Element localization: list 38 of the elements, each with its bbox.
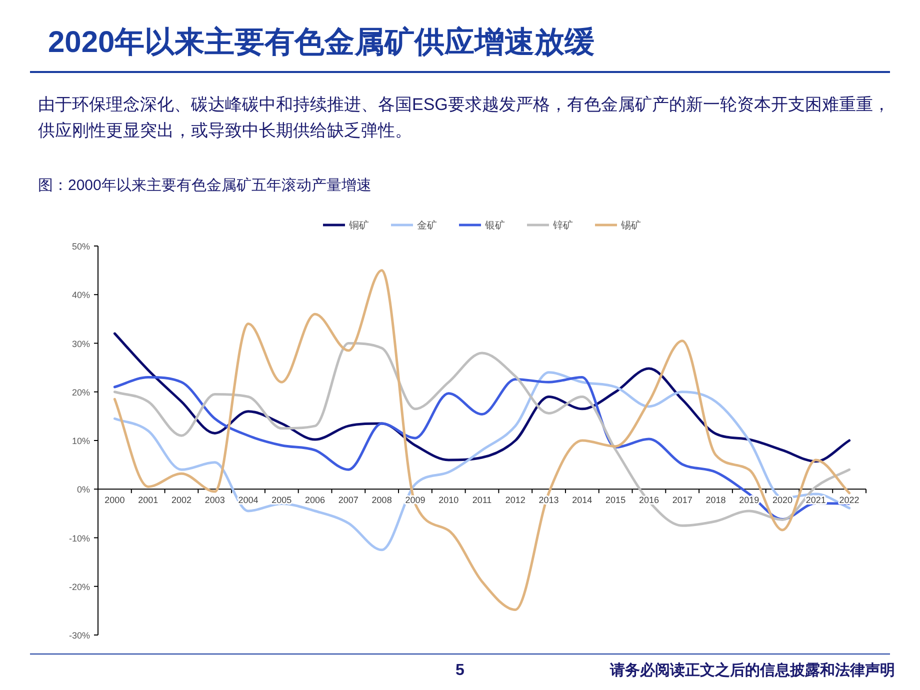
x-tick-label: 2010 [438,495,459,506]
text: 5 [456,662,465,679]
y-tick-label: -30% [68,630,90,640]
text: 请务必阅读正文之后的信息披露和法律声明 [609,661,895,679]
x-tick-label: 2014 [572,495,592,506]
y-tick-label: 50% [72,242,90,252]
x-tick-label: 2003 [204,495,225,506]
x-tick-label: 2011 [472,495,492,506]
x-tick-label: 2007 [338,495,358,506]
x-tick-label: 2002 [171,495,192,506]
y-tick-label: -10% [68,533,90,544]
legend-label: 金矿 [417,220,437,232]
x-tick-label: 2006 [305,495,326,506]
x-tick-label: 2001 [138,495,158,506]
x-tick-label: 2004 [238,495,258,506]
x-tick-label: 2012 [505,495,526,506]
x-tick-label: 2018 [706,495,726,506]
legend-label: 锡矿 [620,220,641,232]
chart-subtitle: 图：2000年以来主要有色金属矿五年滚动产量增速 [38,177,372,194]
y-tick-label: 10% [72,436,90,446]
y-tick-label: 20% [72,387,90,398]
x-tick-label: 2005 [272,495,292,506]
text: 由于环保理念深化、碳达峰碳中和持续推进、各国ESG要求越发严格，有色金属矿产的新一轮资本开支困难重重，供应刚性更显突出，或导致中长期供给缺乏弹性。 [38,95,890,140]
x-tick-label: 2016 [638,495,659,506]
x-tick-label: 2000 [104,495,125,506]
x-tick-label: 2022 [839,495,860,506]
x-tick-label: 2008 [372,495,392,506]
y-tick-label: 30% [72,338,90,349]
x-tick-label: 2015 [606,495,626,506]
y-tick-label: 0% [76,484,90,495]
x-tick-label: 2017 [672,495,692,506]
legend-label: 锌矿 [552,220,573,232]
legend-label: 铜矿 [348,220,369,232]
y-tick-label: -20% [68,582,90,592]
legend-label: 银矿 [484,220,505,232]
chart-title: 2020年以来主要有色金属矿供应增速放缓 [48,25,595,59]
y-tick-label: 40% [72,290,90,300]
x-tick-label: 2020 [772,495,793,506]
